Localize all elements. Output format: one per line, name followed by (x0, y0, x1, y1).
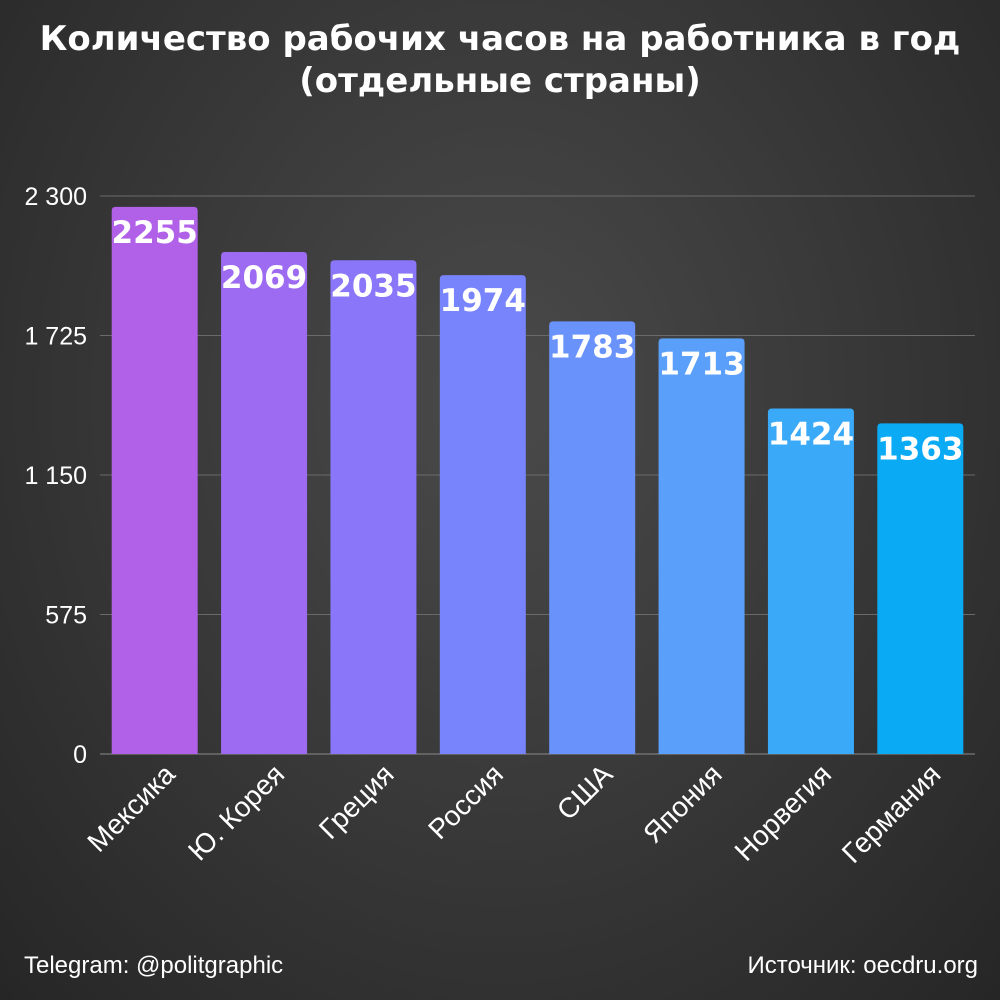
chart-title-line-2: (отдельные страны) (299, 61, 701, 101)
bar (658, 338, 745, 754)
data-label: 2255 (112, 215, 198, 251)
bar (877, 423, 964, 754)
data-label: 2035 (330, 268, 416, 304)
telegram-credit: Telegram: @politgraphic (24, 952, 284, 979)
bars (111, 206, 964, 755)
bar (439, 275, 526, 754)
chart-title-line-1: Количество рабочих часов на работника в … (39, 19, 961, 59)
data-label: 1424 (768, 417, 854, 453)
chart-title: Количество рабочих часов на работника в … (0, 18, 1000, 102)
x-tick-label: Греция (313, 758, 400, 845)
x-tick-label: Норвегия (729, 758, 838, 867)
data-labels: 2255 2069 2035 1974 1783 1713 1424 1363 (112, 215, 964, 467)
bar (549, 321, 636, 754)
data-label: 2069 (221, 260, 307, 296)
bar (330, 260, 417, 754)
x-tick-label: Япония (637, 758, 728, 849)
data-label: 1974 (440, 283, 526, 319)
x-axis-ticks: Мексика Ю. Корея Греция Россия США Япония Норв… (81, 758, 946, 869)
x-tick-label: Германия (836, 758, 947, 869)
data-label: 1363 (877, 431, 963, 467)
x-tick-label: Ю. Корея (182, 758, 290, 866)
x-tick-label: США (551, 758, 619, 826)
y-tick-label: 1 725 (24, 323, 87, 351)
data-label: 1713 (658, 346, 744, 382)
bar (767, 408, 854, 754)
source-credit: Источник: oecdru.org (747, 952, 978, 979)
y-axis-ticks: 0 575 1 150 1 725 2 300 (24, 183, 87, 769)
x-tick-label: Россия (422, 758, 509, 845)
y-tick-label: 575 (45, 602, 87, 630)
data-label: 1783 (549, 329, 635, 365)
bar (111, 206, 198, 755)
y-tick-label: 0 (73, 741, 87, 769)
bar (221, 252, 308, 754)
y-tick-label: 1 150 (24, 462, 87, 490)
x-tick-label: Мексика (81, 758, 181, 858)
y-tick-label: 2 300 (24, 183, 87, 211)
